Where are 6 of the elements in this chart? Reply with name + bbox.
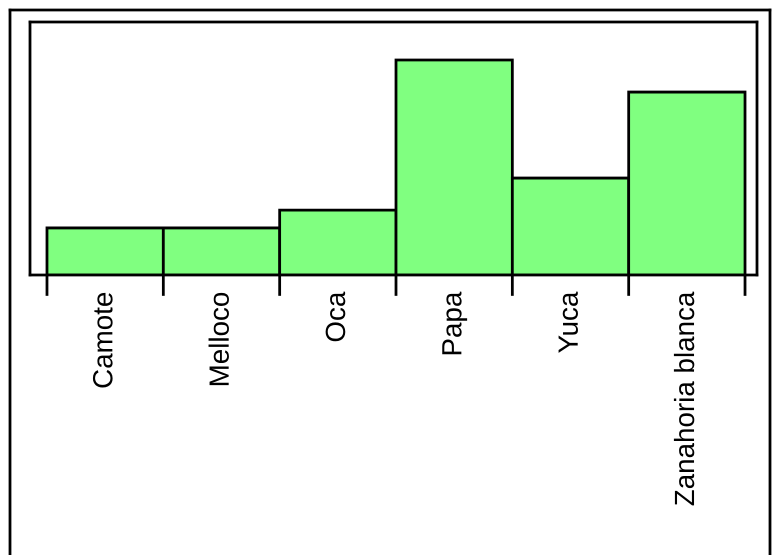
x-tick-label: Camote xyxy=(92,292,113,388)
x-tick-label: Melloco xyxy=(208,292,229,386)
x-tick-label: Oca xyxy=(326,292,346,342)
x-tick-label: Zanahoria blanca xyxy=(674,292,694,506)
x-tick-label: Yuca xyxy=(558,292,578,353)
x-tick-label: Papa xyxy=(442,292,468,354)
